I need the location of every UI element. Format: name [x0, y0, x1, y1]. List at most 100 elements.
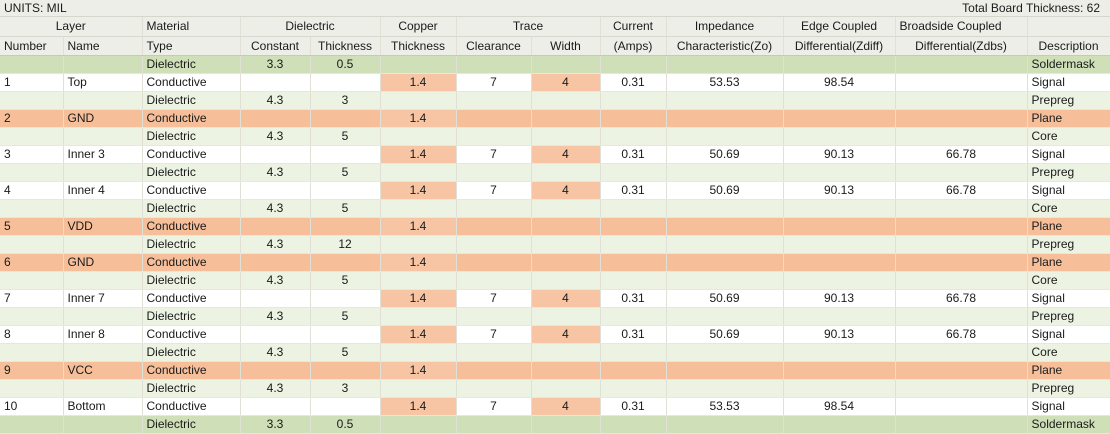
cell-layer-number[interactable] — [0, 163, 64, 182]
cell-material-type[interactable]: Dielectric — [142, 235, 241, 254]
header-copper-thickness[interactable]: Thickness — [380, 36, 457, 56]
cell-copper-thickness[interactable] — [380, 343, 457, 362]
cell-layer-name[interactable] — [63, 163, 143, 182]
cell-impedance-zdbs[interactable] — [895, 253, 1028, 272]
cell-material-type[interactable]: Conductive — [142, 325, 241, 344]
cell-impedance-zo[interactable] — [666, 235, 784, 254]
cell-dielectric-constant[interactable] — [240, 289, 311, 308]
cell-copper-thickness[interactable] — [380, 271, 457, 290]
cell-copper-thickness[interactable] — [380, 415, 457, 434]
cell-layer-number[interactable]: 4 — [0, 181, 64, 200]
cell-dielectric-constant[interactable]: 4.3 — [240, 91, 311, 110]
cell-dielectric-constant[interactable]: 4.3 — [240, 379, 311, 398]
cell-copper-thickness[interactable]: 1.4 — [380, 145, 457, 164]
cell-impedance-zo[interactable]: 50.69 — [666, 289, 784, 308]
header-impedance-characteristic[interactable]: Characteristic(Zo) — [666, 36, 784, 56]
layer-row[interactable]: 8 Inner 8 Conductive 1.4 7 4 0.31 50.69 90.13 66.… — [0, 325, 1110, 344]
cell-layer-number[interactable]: 6 — [0, 253, 64, 272]
cell-impedance-zdiff[interactable]: 90.13 — [783, 145, 896, 164]
cell-dielectric-thickness[interactable]: 12 — [310, 235, 381, 254]
cell-impedance-zo[interactable]: 50.69 — [666, 181, 784, 200]
cell-impedance-zdbs[interactable]: 66.78 — [895, 325, 1028, 344]
cell-trace-width[interactable] — [531, 163, 601, 182]
cell-dielectric-constant[interactable] — [240, 397, 311, 416]
cell-current[interactable]: 0.31 — [600, 289, 667, 308]
cell-trace-clearance[interactable] — [456, 343, 532, 362]
cell-layer-number[interactable]: 8 — [0, 325, 64, 344]
cell-dielectric-constant[interactable] — [240, 361, 311, 380]
cell-material-type[interactable]: Dielectric — [142, 415, 241, 434]
cell-copper-thickness[interactable]: 1.4 — [380, 181, 457, 200]
cell-trace-width[interactable] — [531, 361, 601, 380]
header-group-trace[interactable]: Trace — [456, 17, 601, 37]
cell-impedance-zo[interactable] — [666, 91, 784, 110]
layer-row[interactable]: 9 VCC Conductive 1.4 Plane — [0, 361, 1110, 380]
cell-layer-name[interactable] — [63, 307, 143, 326]
cell-impedance-zdiff[interactable]: 98.54 — [783, 397, 896, 416]
cell-description[interactable]: Plane — [1027, 109, 1110, 128]
cell-description[interactable]: Prepreg — [1027, 91, 1110, 110]
cell-description[interactable]: Signal — [1027, 397, 1110, 416]
cell-impedance-zo[interactable] — [666, 415, 784, 434]
cell-trace-width[interactable] — [531, 415, 601, 434]
cell-impedance-zdiff[interactable] — [783, 91, 896, 110]
cell-material-type[interactable]: Dielectric — [142, 307, 241, 326]
cell-copper-thickness[interactable] — [380, 91, 457, 110]
cell-trace-width[interactable]: 4 — [531, 181, 601, 200]
cell-dielectric-thickness[interactable] — [310, 361, 381, 380]
cell-dielectric-thickness[interactable] — [310, 325, 381, 344]
cell-layer-name[interactable]: Top — [63, 73, 143, 92]
cell-trace-clearance[interactable]: 7 — [456, 325, 532, 344]
cell-layer-number[interactable] — [0, 199, 64, 218]
cell-impedance-zdiff[interactable] — [783, 343, 896, 362]
cell-impedance-zo[interactable] — [666, 379, 784, 398]
cell-material-type[interactable]: Conductive — [142, 397, 241, 416]
cell-current[interactable] — [600, 217, 667, 236]
cell-trace-width[interactable]: 4 — [531, 289, 601, 308]
cell-impedance-zo[interactable] — [666, 271, 784, 290]
cell-current[interactable] — [600, 91, 667, 110]
cell-layer-number[interactable]: 5 — [0, 217, 64, 236]
cell-description[interactable]: Signal — [1027, 73, 1110, 92]
cell-trace-width[interactable] — [531, 271, 601, 290]
cell-layer-number[interactable]: 3 — [0, 145, 64, 164]
layer-row[interactable]: Dielectric 4.3 5 Core — [0, 199, 1110, 218]
cell-layer-number[interactable]: 1 — [0, 73, 64, 92]
layer-row[interactable]: 5 VDD Conductive 1.4 Plane — [0, 217, 1110, 236]
cell-impedance-zdiff[interactable] — [783, 271, 896, 290]
cell-current[interactable] — [600, 163, 667, 182]
cell-description[interactable]: Core — [1027, 127, 1110, 146]
cell-material-type[interactable]: Conductive — [142, 181, 241, 200]
cell-impedance-zo[interactable]: 50.69 — [666, 145, 784, 164]
cell-dielectric-constant[interactable]: 4.3 — [240, 127, 311, 146]
cell-layer-name[interactable]: Bottom — [63, 397, 143, 416]
cell-description[interactable]: Signal — [1027, 289, 1110, 308]
cell-dielectric-constant[interactable] — [240, 253, 311, 272]
header-group-dielectric[interactable]: Dielectric — [240, 17, 381, 37]
header-edge-coupled-differential[interactable]: Differential(Zdiff) — [783, 36, 896, 56]
cell-impedance-zdbs[interactable] — [895, 361, 1028, 380]
cell-copper-thickness[interactable]: 1.4 — [380, 361, 457, 380]
cell-description[interactable]: Soldermask — [1027, 415, 1110, 434]
cell-material-type[interactable]: Conductive — [142, 73, 241, 92]
cell-description[interactable]: Core — [1027, 199, 1110, 218]
cell-material-type[interactable]: Dielectric — [142, 271, 241, 290]
cell-trace-clearance[interactable] — [456, 415, 532, 434]
layer-row[interactable]: Dielectric 4.3 5 Core — [0, 127, 1110, 146]
cell-trace-width[interactable] — [531, 235, 601, 254]
cell-trace-clearance[interactable] — [456, 253, 532, 272]
cell-current[interactable] — [600, 235, 667, 254]
cell-dielectric-thickness[interactable]: 5 — [310, 127, 381, 146]
cell-copper-thickness[interactable] — [380, 235, 457, 254]
cell-impedance-zdbs[interactable]: 66.78 — [895, 145, 1028, 164]
cell-dielectric-constant[interactable] — [240, 217, 311, 236]
header-group-broadside-coupled[interactable]: Broadside Coupled — [895, 17, 1028, 37]
cell-dielectric-constant[interactable] — [240, 109, 311, 128]
cell-copper-thickness[interactable] — [380, 199, 457, 218]
cell-trace-width[interactable] — [531, 307, 601, 326]
cell-current[interactable]: 0.31 — [600, 145, 667, 164]
cell-impedance-zo[interactable] — [666, 217, 784, 236]
cell-layer-name[interactable] — [63, 199, 143, 218]
cell-trace-clearance[interactable]: 7 — [456, 145, 532, 164]
cell-dielectric-thickness[interactable]: 5 — [310, 271, 381, 290]
